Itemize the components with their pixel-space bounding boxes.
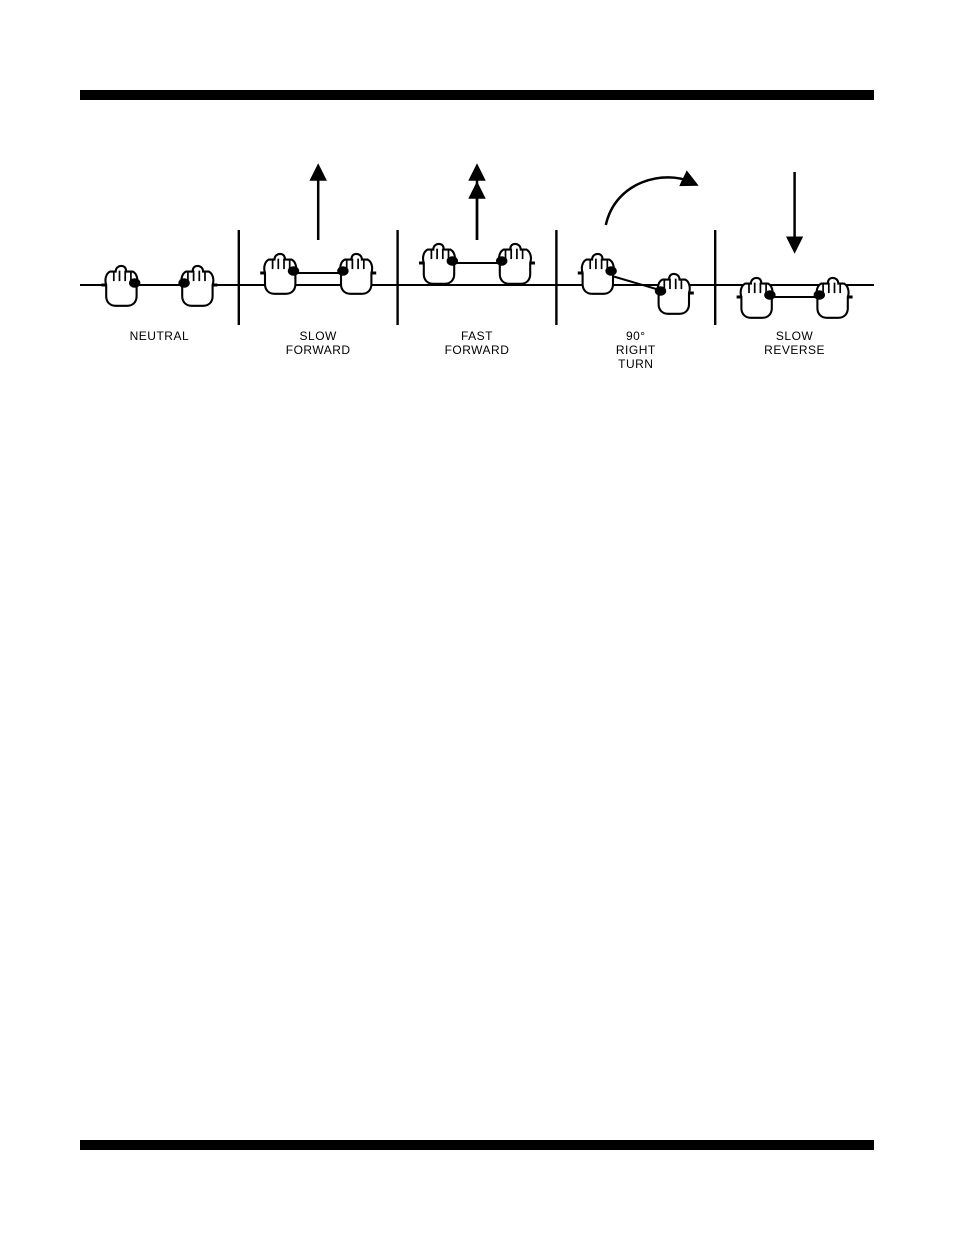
caption-slow-reverse: SLOW REVERSE [715, 330, 874, 358]
bottom-rule [80, 1140, 874, 1150]
control-positions-diagram: NEUTRAL SLOW FORWARD FAST FORWARD 90° RI… [80, 160, 874, 380]
caption-right-turn: 90° RIGHT TURN [556, 330, 715, 371]
caption-fast-forward: FAST FORWARD [398, 330, 557, 358]
caption-neutral: NEUTRAL [80, 330, 239, 344]
page: NEUTRAL SLOW FORWARD FAST FORWARD 90° RI… [0, 0, 954, 1235]
caption-slow-forward: SLOW FORWARD [239, 330, 398, 358]
top-rule [80, 90, 874, 100]
